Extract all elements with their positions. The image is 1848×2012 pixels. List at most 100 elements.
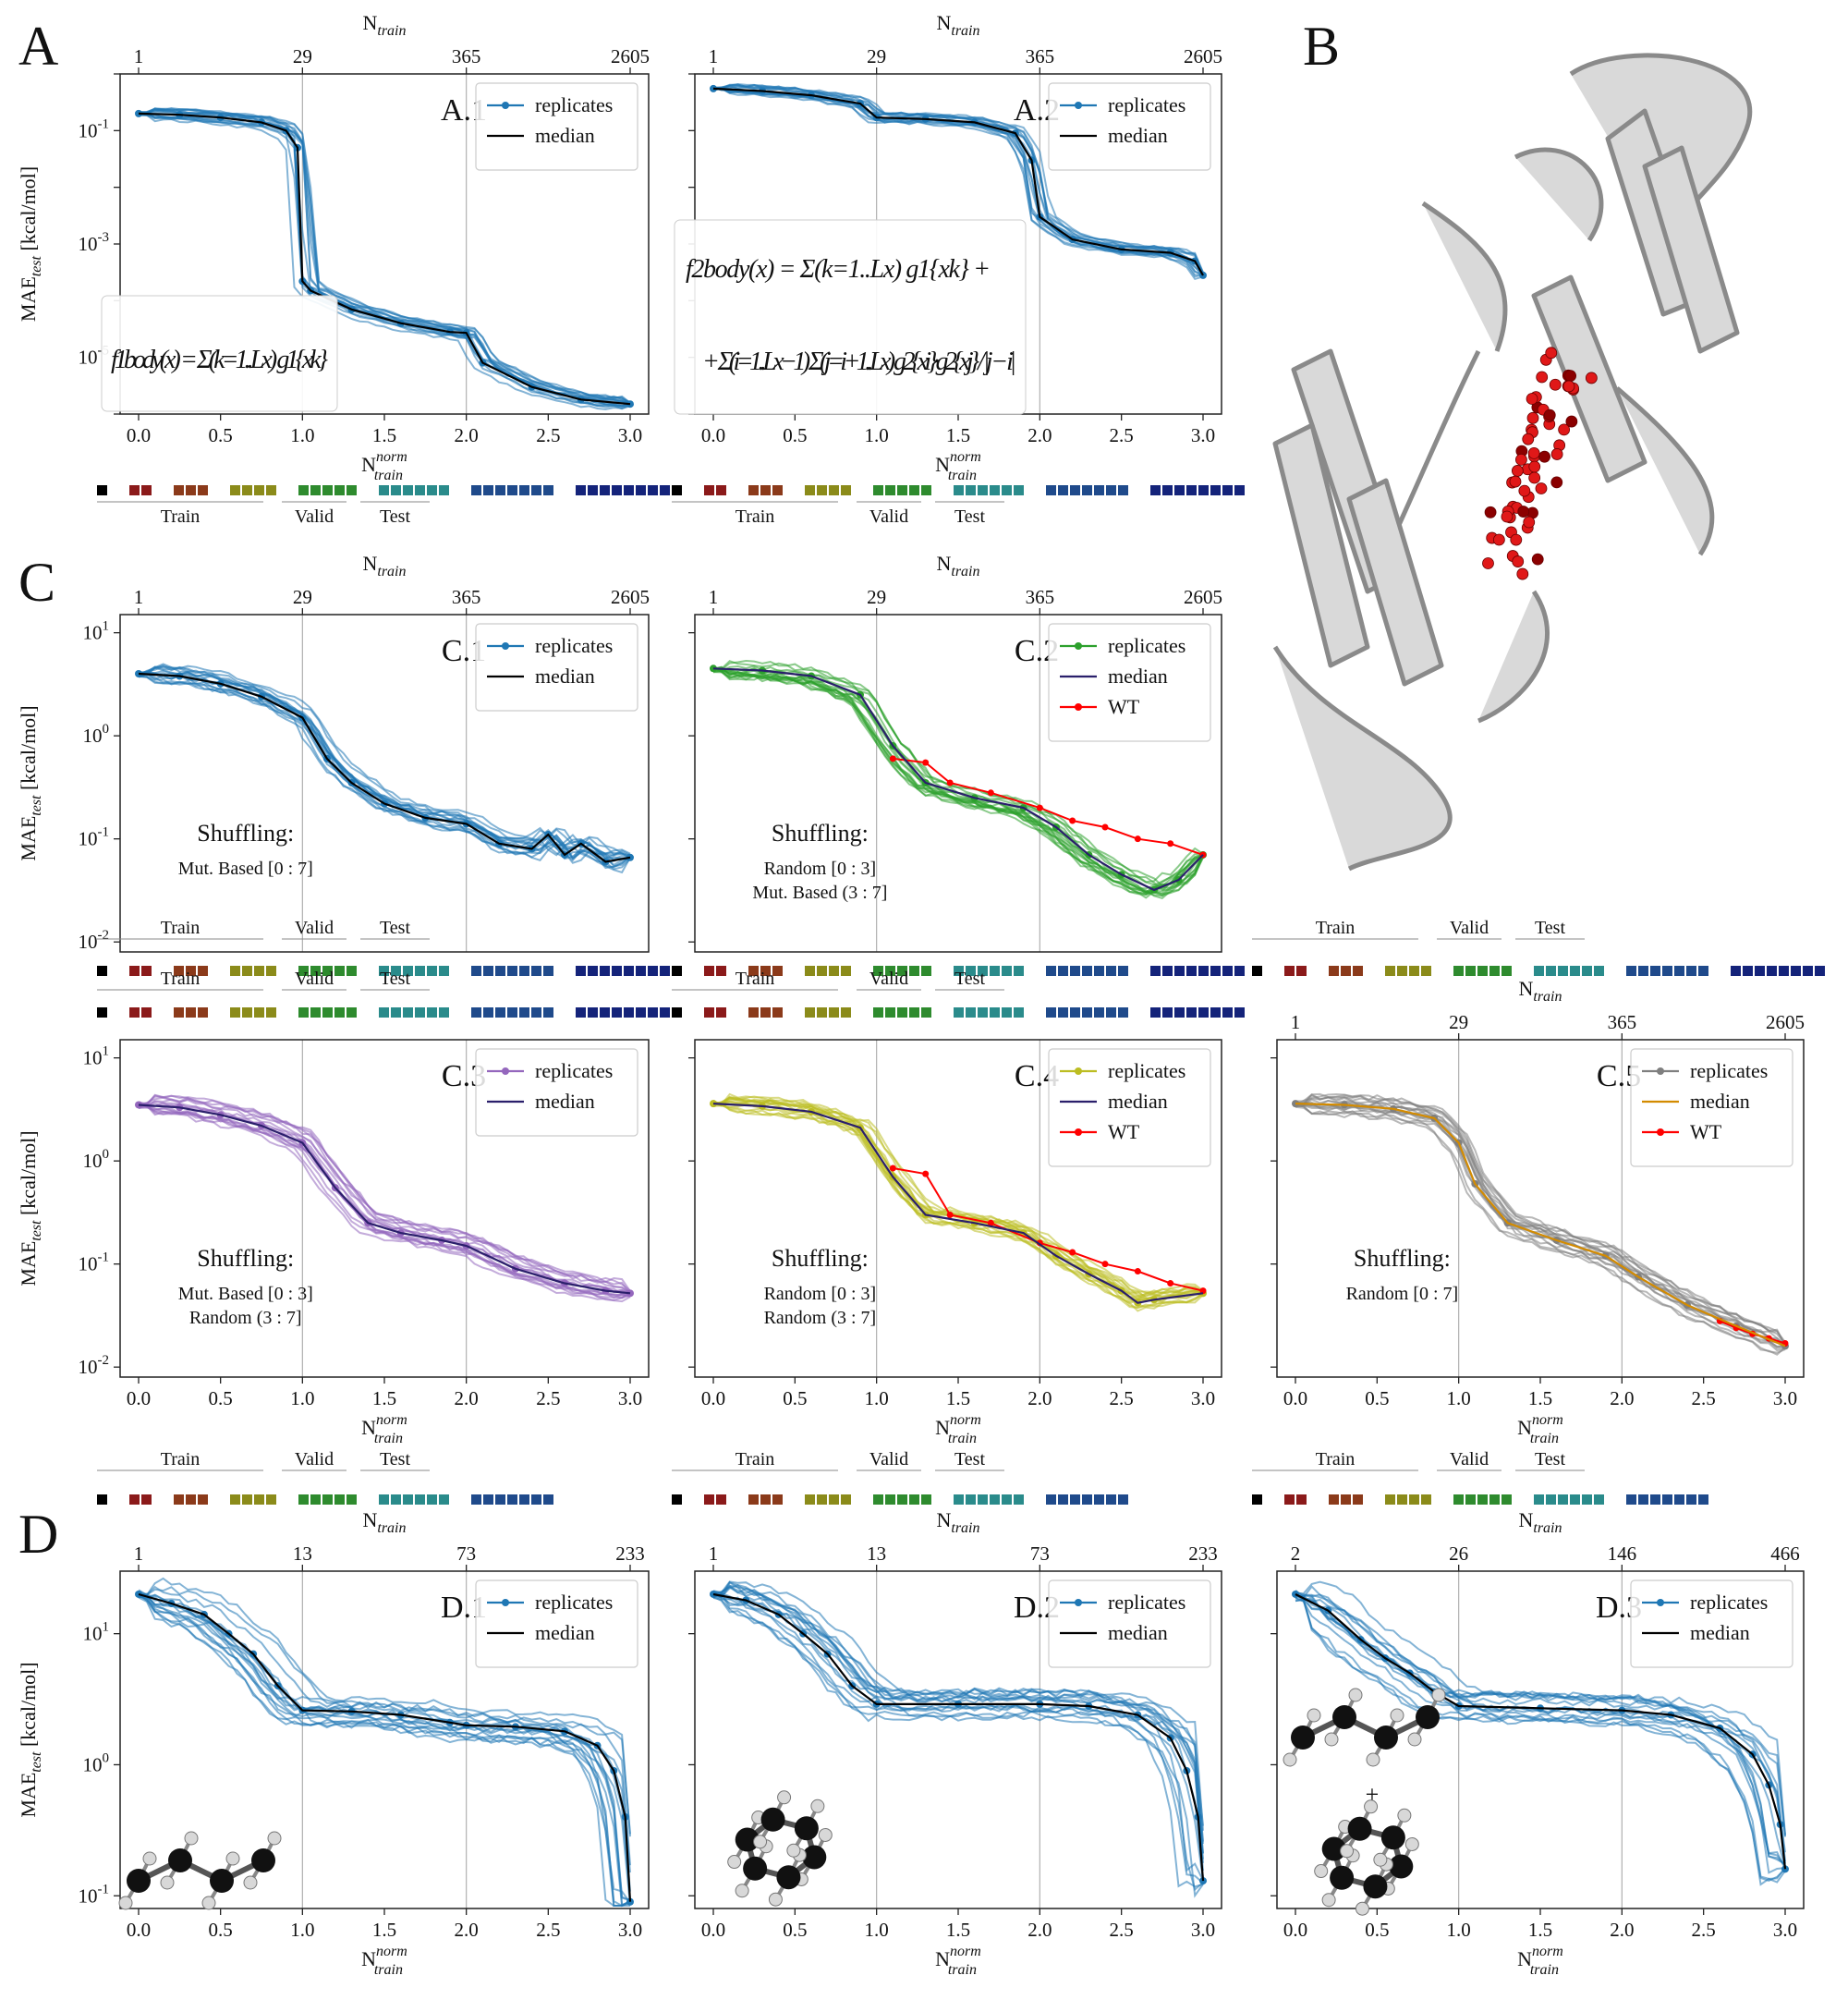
group-cell xyxy=(1815,966,1825,976)
group-cell xyxy=(266,1007,276,1018)
x-tick-label: 1.5 xyxy=(1528,1387,1552,1409)
legend-marker xyxy=(502,642,509,650)
group-cell xyxy=(495,966,505,976)
group-cell xyxy=(1582,966,1592,976)
group-cell xyxy=(483,485,493,495)
top-tick-label: 29 xyxy=(867,45,886,67)
group-cell xyxy=(141,1494,152,1505)
top-tick-label: 26 xyxy=(1449,1543,1468,1565)
top-axis-label: Ntrain xyxy=(936,1508,979,1536)
hydrogen-atom xyxy=(727,1855,742,1870)
legend-label-replicates: replicates xyxy=(1108,1059,1185,1082)
group-cell xyxy=(600,966,610,976)
segment-label: Train xyxy=(1316,1449,1356,1469)
top-tick-label: 2605 xyxy=(611,586,650,608)
x-tick-label: 0.5 xyxy=(209,424,233,446)
carbon-atom xyxy=(802,1845,827,1870)
group-cell xyxy=(266,966,276,976)
top-tick-label: 2605 xyxy=(611,45,650,67)
hydrogen-atom xyxy=(1431,1688,1446,1702)
x-tick-label: 0.0 xyxy=(701,1919,725,1941)
group-cell xyxy=(1002,485,1012,495)
group-cell xyxy=(1731,966,1741,976)
group-cell xyxy=(346,1007,357,1018)
x-tick-label: 2.0 xyxy=(1027,1919,1052,1941)
legend-label-median: median xyxy=(535,1090,595,1113)
segment-label: Valid xyxy=(1450,918,1489,938)
color-bar-C4 xyxy=(672,1007,1245,1018)
color-bar-D2 xyxy=(672,1494,1128,1505)
replicate-line xyxy=(712,1584,1204,1863)
y-tick-label: 101 xyxy=(83,1620,110,1645)
group-cell xyxy=(1409,1494,1419,1505)
group-cell xyxy=(310,966,321,976)
group-cell xyxy=(760,966,771,976)
group-cell xyxy=(1421,966,1431,976)
top-tick-label: 29 xyxy=(293,586,312,608)
group-cell xyxy=(254,485,264,495)
group-cell xyxy=(660,1007,670,1018)
group-cell xyxy=(873,966,883,976)
legend-label-median: median xyxy=(535,1621,595,1644)
group-cell xyxy=(531,966,541,976)
group-cell xyxy=(817,966,827,976)
y-tick-label: 100 xyxy=(83,1147,110,1172)
replicate-line xyxy=(138,1577,631,1837)
group-cell xyxy=(648,966,658,976)
group-cell xyxy=(1070,966,1080,976)
top-axis-label: Ntrain xyxy=(936,11,979,39)
residue-atom xyxy=(1517,506,1530,518)
group-cell xyxy=(954,1494,964,1505)
x-tick-label: 0.0 xyxy=(701,424,725,446)
group-cell xyxy=(1686,966,1696,976)
legend-label-median: median xyxy=(1108,1090,1168,1113)
top-axis-label: Ntrain xyxy=(1518,1508,1562,1536)
legend-marker xyxy=(1075,1067,1082,1075)
group-cell xyxy=(1002,966,1012,976)
group-cell xyxy=(1686,1494,1696,1505)
group-cell xyxy=(1626,966,1636,976)
legend: replicates median xyxy=(1048,1579,1211,1668)
group-cell xyxy=(966,485,976,495)
group-cell xyxy=(990,1494,1000,1505)
group-cell xyxy=(1662,1494,1672,1505)
x-axis-label: Nnorm train xyxy=(935,1412,981,1446)
median-line xyxy=(138,1104,631,1295)
group-cell xyxy=(1534,966,1544,976)
y-axis-label: MAEtest [kcal/mol] xyxy=(17,1662,44,1817)
group-cell xyxy=(817,485,827,495)
group-cell xyxy=(242,485,252,495)
hydrogen-atom xyxy=(1307,1708,1321,1723)
top-tick-label: 1 xyxy=(709,45,719,67)
legend-label-replicates: replicates xyxy=(535,1059,613,1082)
group-cell xyxy=(1198,485,1209,495)
carbon-atom xyxy=(1374,1725,1398,1750)
replicate-point xyxy=(1292,1590,1299,1598)
group-cell xyxy=(1118,1007,1128,1018)
legend-box xyxy=(1630,1048,1793,1167)
group-cell xyxy=(334,485,345,495)
group-cell xyxy=(1767,966,1777,976)
replicate-point xyxy=(626,1897,634,1906)
median-line xyxy=(712,1592,1205,1882)
wt-point xyxy=(987,1219,994,1226)
group-cell xyxy=(1094,1494,1104,1505)
group-cell xyxy=(576,485,586,495)
group-cell xyxy=(704,1007,714,1018)
legend-label-replicates: replicates xyxy=(1690,1591,1768,1614)
group-cell xyxy=(772,1494,783,1505)
formula-f2-line1: f2body(x) = Σ(k=1..Lx) g1{xk} + xyxy=(686,255,991,284)
group-cell xyxy=(1186,485,1197,495)
carbon-atom xyxy=(743,1856,768,1881)
group-cell xyxy=(230,1494,240,1505)
group-cell xyxy=(1222,1007,1233,1018)
legend-label-replicates: replicates xyxy=(1108,634,1185,657)
group-cell xyxy=(1477,966,1488,976)
legend-label-median: median xyxy=(1690,1090,1750,1113)
color-bar-C1 xyxy=(97,966,670,976)
group-cell xyxy=(1558,1494,1568,1505)
residue-atom xyxy=(1565,415,1578,428)
residue-atom xyxy=(1550,476,1563,489)
x-tick-label: 3.0 xyxy=(1191,1919,1215,1941)
top-tick-label: 2605 xyxy=(1184,586,1222,608)
